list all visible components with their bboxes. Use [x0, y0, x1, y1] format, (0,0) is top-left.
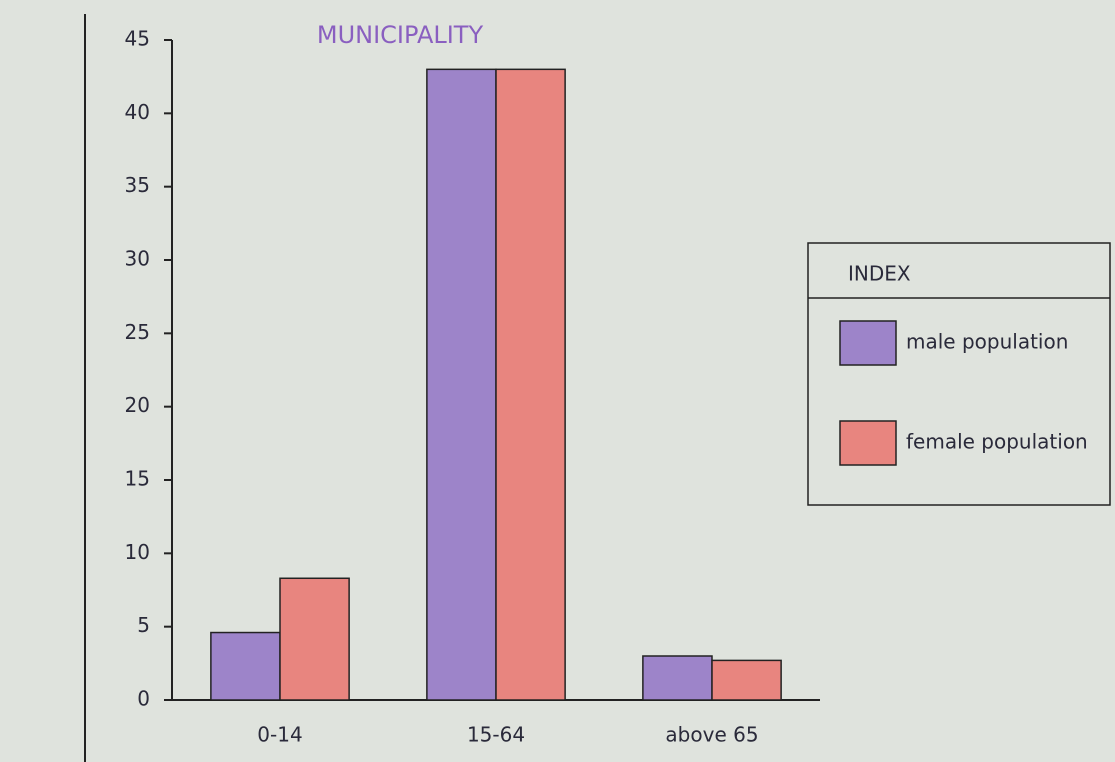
legend-label: male population [906, 330, 1068, 354]
legend-title: INDEX [848, 262, 911, 286]
legend-swatch [839, 320, 897, 366]
y-tick-label: 40 [125, 100, 150, 124]
bar [642, 655, 713, 701]
legend-label: female population [906, 430, 1088, 454]
y-tick-label: 10 [125, 540, 150, 564]
bar [426, 68, 497, 701]
x-tick-label: above 65 [665, 723, 758, 747]
y-tick-label: 15 [125, 467, 150, 491]
x-tick-label: 0-14 [257, 723, 302, 747]
bar [495, 68, 566, 701]
legend-swatch [839, 420, 897, 466]
bar [279, 577, 350, 701]
y-tick-label: 35 [125, 173, 150, 197]
y-tick-label: 20 [125, 393, 150, 417]
y-tick-label: 0 [137, 687, 150, 711]
y-tick-label: 5 [137, 613, 150, 637]
bar [711, 659, 782, 701]
chart-title: MUNICIPALITY [317, 21, 484, 49]
y-tick-label: 25 [125, 320, 150, 344]
legend-box [807, 242, 1111, 506]
x-tick-label: 15-64 [467, 723, 525, 747]
bar [210, 631, 281, 701]
y-tick-label: 45 [125, 27, 150, 51]
y-tick-label: 30 [125, 247, 150, 271]
